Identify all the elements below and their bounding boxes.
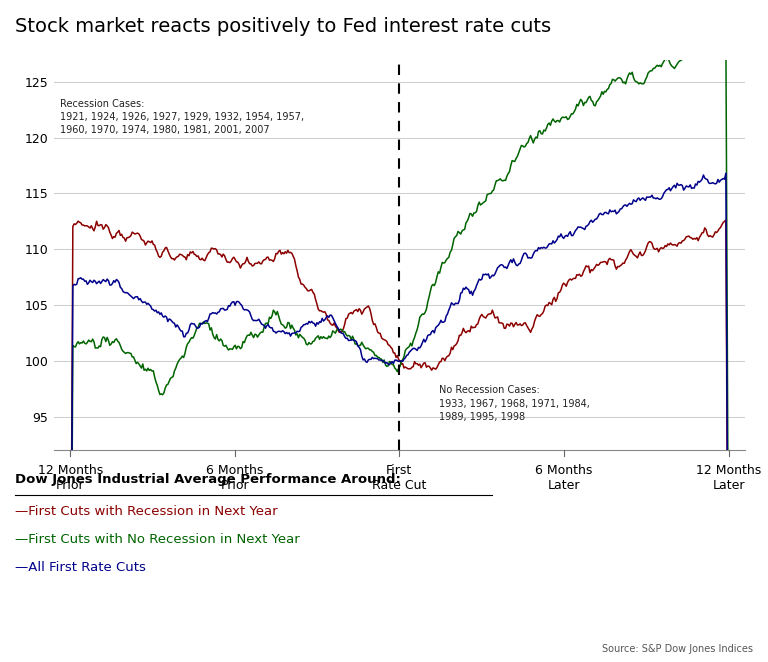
Text: Later: Later xyxy=(712,479,745,492)
Text: First: First xyxy=(386,463,412,477)
Text: 12 Months: 12 Months xyxy=(38,463,103,477)
Text: —First Cuts with Recession in Next Year: —First Cuts with Recession in Next Year xyxy=(15,505,278,518)
Text: Dow Jones Industrial Average Performance Around:: Dow Jones Industrial Average Performance… xyxy=(15,473,401,487)
Text: 6 Months: 6 Months xyxy=(206,463,263,477)
Text: Stock market reacts positively to Fed interest rate cuts: Stock market reacts positively to Fed in… xyxy=(15,17,551,36)
Text: 6 Months: 6 Months xyxy=(535,463,593,477)
Text: Rate Cut: Rate Cut xyxy=(372,479,426,492)
Text: No Recession Cases:
1933, 1967, 1968, 1971, 1984,
1989, 1995, 1998: No Recession Cases: 1933, 1967, 1968, 19… xyxy=(439,385,590,422)
Text: Prior: Prior xyxy=(56,479,84,492)
Text: Source: S&P Dow Jones Indices: Source: S&P Dow Jones Indices xyxy=(601,644,753,654)
Text: 12 Months: 12 Months xyxy=(696,463,761,477)
Text: —First Cuts with No Recession in Next Year: —First Cuts with No Recession in Next Ye… xyxy=(15,533,300,546)
Text: Recession Cases:
1921, 1924, 1926, 1927, 1929, 1932, 1954, 1957,
1960, 1970, 197: Recession Cases: 1921, 1924, 1926, 1927,… xyxy=(61,99,304,135)
Text: Later: Later xyxy=(548,479,580,492)
Text: Prior: Prior xyxy=(220,479,249,492)
Text: —All First Rate Cuts: —All First Rate Cuts xyxy=(15,561,146,574)
